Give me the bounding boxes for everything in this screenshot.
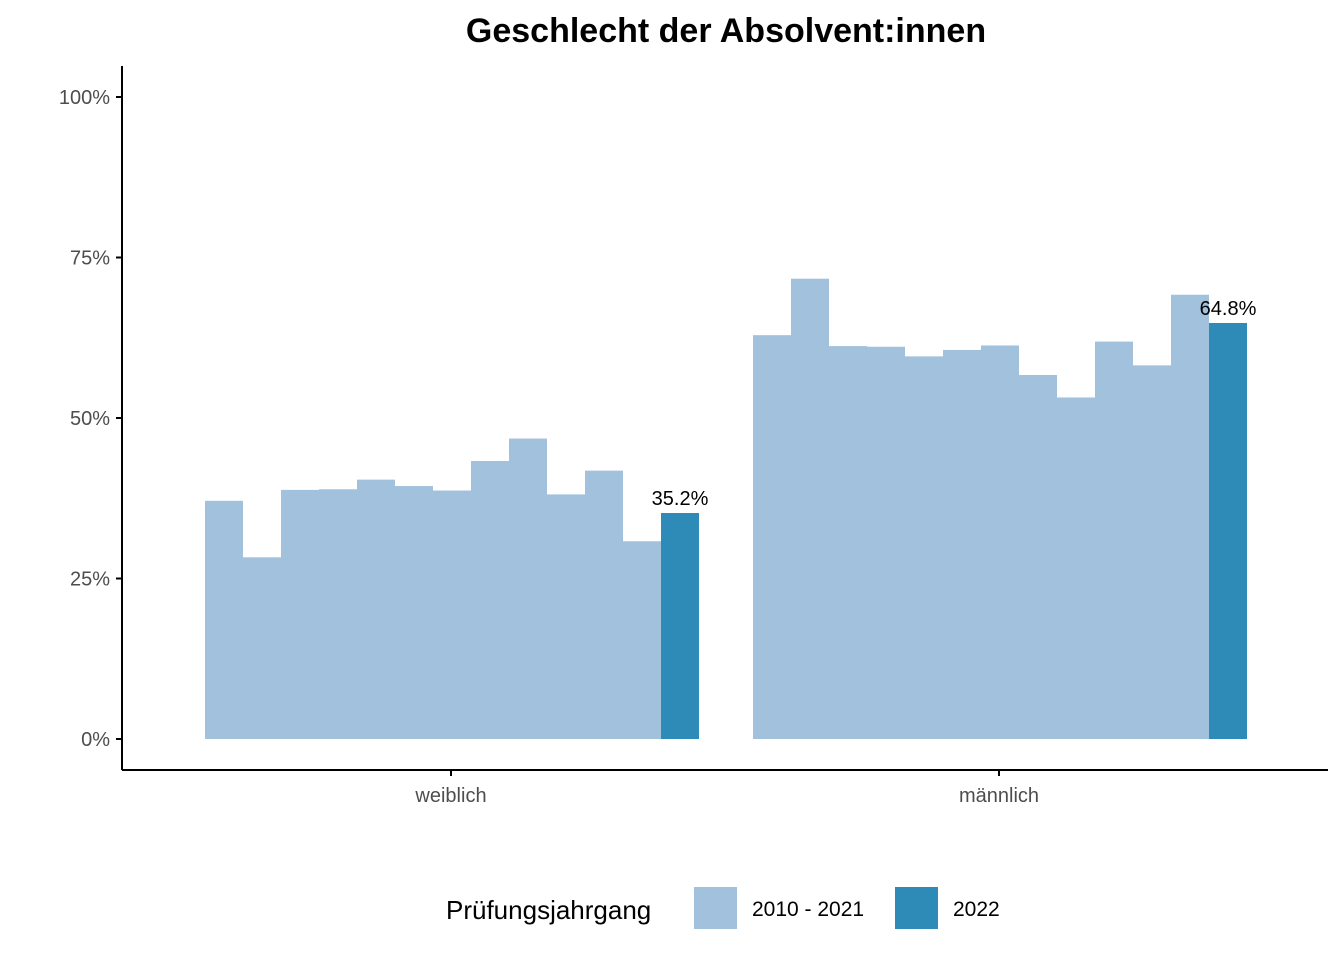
legend-key-1: [895, 887, 938, 929]
bar-historical-weiblich-7: [471, 461, 509, 739]
legend-title: Prüfungsjahrgang: [446, 895, 651, 925]
bar-historical-männlich-9: [1095, 341, 1133, 739]
legend-key-0: [694, 887, 737, 929]
bars-layer: 35.2% 64.8%: [205, 278, 1257, 739]
data-label-weiblich: 35.2%: [652, 488, 709, 510]
bar-historical-weiblich-5: [395, 486, 433, 739]
bar-historical-männlich-4: [905, 356, 943, 739]
bar-historical-weiblich-3: [319, 489, 357, 739]
bar-current-männlich-12: [1209, 322, 1247, 739]
bar-current-weiblich-12: [661, 513, 699, 739]
bar-historical-weiblich-6: [433, 490, 471, 739]
bar-historical-weiblich-11: [623, 541, 661, 739]
axes-layer: 0% 25% 50% 75% 100% weiblich männlich: [59, 66, 1328, 807]
bar-historical-weiblich-0: [205, 500, 243, 739]
y-tick-label-25%: 25%: [70, 569, 110, 591]
bar-historical-männlich-6: [981, 345, 1019, 739]
x-tick-label-weiblich: weiblich: [414, 785, 486, 807]
bar-historical-männlich-0: [753, 335, 791, 739]
y-tick-label-50%: 50%: [70, 408, 110, 430]
bar-historical-weiblich-2: [281, 489, 319, 739]
bar-historical-weiblich-10: [585, 470, 623, 739]
x-tick-label-männlich: männlich: [959, 785, 1039, 807]
legend-label-0: 2010 - 2021: [752, 898, 864, 921]
legend: Prüfungsjahrgang 2010 - 2021 2022: [446, 887, 1000, 929]
bar-historical-männlich-7: [1019, 374, 1057, 739]
bar-historical-männlich-2: [829, 346, 867, 739]
y-tick-label-0%: 0%: [81, 729, 110, 751]
bar-historical-weiblich-4: [357, 479, 395, 739]
bar-historical-weiblich-9: [547, 494, 585, 739]
bar-historical-weiblich-1: [243, 557, 281, 739]
bar-historical-männlich-5: [943, 349, 981, 739]
y-tick-label-100%: 100%: [59, 87, 110, 109]
bar-historical-männlich-11: [1171, 294, 1209, 739]
data-label-männlich: 64.8%: [1200, 298, 1257, 320]
legend-label-1: 2022: [953, 898, 1000, 921]
bar-historical-männlich-10: [1133, 365, 1171, 739]
bar-historical-männlich-1: [791, 278, 829, 739]
bar-historical-weiblich-8: [509, 438, 547, 739]
y-tick-label-75%: 75%: [70, 248, 110, 270]
chart-title: Geschlecht der Absolvent:innen: [466, 12, 986, 50]
bar-historical-männlich-8: [1057, 397, 1095, 739]
bar-historical-männlich-3: [867, 346, 905, 739]
